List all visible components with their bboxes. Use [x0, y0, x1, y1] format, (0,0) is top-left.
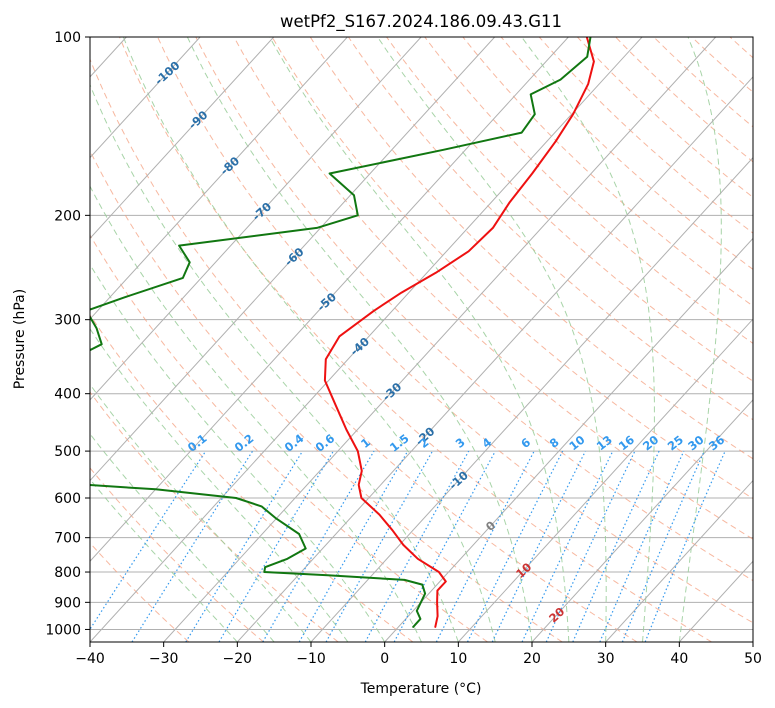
mixing-ratio-line	[572, 450, 660, 642]
mixing-ratio-line	[131, 450, 254, 642]
moist-adiabat	[269, 37, 570, 642]
isotherm-line	[90, 37, 496, 482]
x-tick-label: 10	[449, 651, 467, 667]
y-tick-label: 900	[54, 595, 81, 611]
moist-adiabat	[521, 37, 655, 642]
dry-adiabat	[90, 391, 339, 642]
mixing-ratio-line	[393, 450, 496, 642]
dry-adiabat	[233, 37, 753, 540]
dry-adiabats	[90, 37, 753, 642]
isotherm-line	[531, 399, 753, 642]
x-tick-label: 40	[670, 651, 688, 667]
y-tick-label: 200	[54, 208, 81, 224]
y-tick-label: 1000	[45, 622, 81, 638]
isotherm-line	[90, 37, 348, 320]
y-tick-label: 400	[54, 387, 81, 403]
dry-adiabat	[90, 234, 488, 642]
mixing-ratio-line	[325, 450, 434, 642]
y-tick-label: 600	[54, 491, 81, 507]
y-tick-label: 100	[54, 30, 81, 46]
y-axis-ticks: 100 200 300 400 500 600 700 800 900 1000	[45, 30, 90, 638]
x-tick-label: 20	[523, 651, 541, 667]
x-tick-label: 50	[744, 651, 762, 667]
mixing-ratio-line	[364, 450, 470, 642]
isotherm-line	[90, 37, 201, 159]
moist-adiabat	[90, 83, 459, 642]
mixing-ratio-line	[185, 450, 304, 642]
x-tick-label: −20	[223, 651, 253, 667]
moist-adiabat	[186, 37, 533, 642]
x-tick-label: −10	[296, 651, 326, 667]
y-tick-label: 500	[54, 444, 81, 460]
skewed-isotherms	[90, 37, 753, 642]
isotherm-line	[90, 37, 643, 642]
y-axis-label: Pressure (hPa)	[12, 289, 28, 389]
moist-adiabat	[90, 185, 422, 642]
chart-title: wetPf2_S167.2024.186.09.43.G11	[280, 12, 562, 32]
x-axis-ticks: −40 −30 −20 −10 0 10 20 30 40 50	[75, 642, 762, 667]
moist-adiabat	[90, 327, 349, 642]
dry-adiabat	[271, 37, 753, 500]
isotherm-line	[90, 37, 422, 401]
isotherm-line	[236, 76, 753, 642]
dry-adiabat	[157, 37, 753, 624]
x-tick-label: −40	[75, 651, 105, 667]
isotherm-line	[310, 156, 753, 642]
isotherm-line	[163, 37, 717, 642]
dry-adiabat	[462, 37, 753, 307]
y-tick-label: 700	[54, 531, 81, 547]
dry-adiabat	[90, 149, 563, 642]
moist-adiabat	[122, 37, 496, 642]
y-tick-label: 800	[54, 565, 81, 581]
plot-frame	[89, 36, 754, 643]
isotherm-line	[457, 318, 753, 642]
x-tick-label: −30	[149, 651, 179, 667]
mixing-ratio-line	[599, 450, 685, 642]
plot-area: -100-90-80-70-60-50-40-30-20-10010203040…	[90, 37, 753, 642]
isotherm-line	[384, 237, 753, 642]
mixing-ratio-lines	[90, 450, 726, 642]
dry-adiabat	[90, 542, 190, 642]
mixing-ratio-line	[466, 450, 564, 642]
dry-adiabat	[195, 37, 753, 582]
x-tick-label: 30	[597, 651, 615, 667]
mixing-ratio-line	[90, 450, 207, 631]
pressure-gridlines	[90, 37, 753, 630]
x-axis-label: Temperature (°C)	[360, 681, 482, 697]
x-tick-label: 0	[380, 651, 389, 667]
isotherm-line	[90, 37, 569, 562]
moist-adiabat	[377, 37, 607, 642]
mixing-ratio-line	[621, 450, 705, 642]
y-tick-label: 300	[54, 313, 81, 329]
dewpoint-line	[90, 37, 592, 628]
dry-adiabat	[118, 37, 712, 642]
temperature-line	[323, 37, 595, 628]
profile-series	[90, 37, 595, 628]
isotherm-line	[90, 37, 275, 240]
moist-adiabat	[90, 263, 386, 642]
moist-adiabat	[678, 37, 722, 642]
isotherm-line	[605, 479, 753, 642]
mixing-ratio-line	[644, 450, 726, 642]
